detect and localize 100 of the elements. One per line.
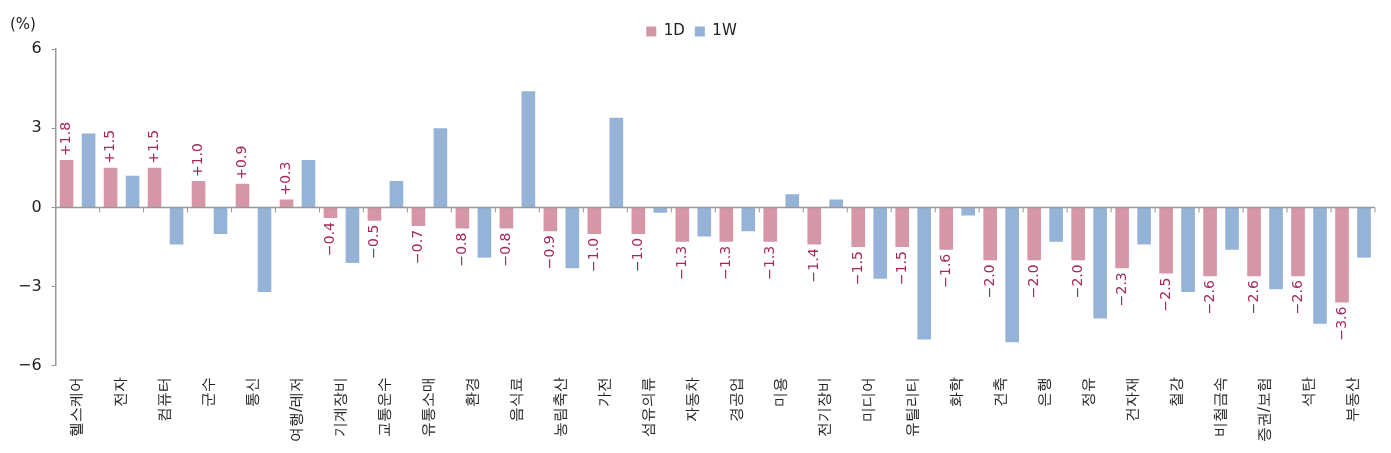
bar (213, 207, 228, 234)
x-tick-label: 교통운수 (375, 376, 394, 437)
bar (961, 207, 975, 216)
data-label: −2.6 (1200, 280, 1217, 315)
x-tick-label: 건자재 (1123, 376, 1141, 422)
data-label: −2.6 (1244, 280, 1261, 315)
bar (873, 207, 888, 279)
x-tick-label: 환경 (463, 376, 482, 407)
x-tick-label: 여행/레저 (287, 376, 306, 443)
legend-label: 1D (663, 21, 685, 40)
bar (477, 207, 492, 258)
x-tick-label: 섬유의류 (639, 376, 658, 437)
data-label: −2.0 (1024, 264, 1041, 299)
bar (367, 207, 382, 221)
data-label: −0.5 (365, 224, 382, 259)
bar (257, 207, 272, 292)
x-tick-label: 농림축산 (551, 376, 570, 437)
bar (1005, 207, 1019, 343)
bar (1093, 207, 1107, 319)
bar (455, 207, 470, 229)
bar (763, 207, 778, 242)
y-tick-label: −6 (17, 355, 42, 375)
bar (1291, 207, 1305, 277)
bar (521, 91, 536, 207)
data-label: −1.3 (672, 245, 689, 280)
x-tick-label: 통신 (243, 376, 262, 407)
bar (169, 207, 184, 245)
y-tick-label: 6 (31, 38, 42, 58)
bar (917, 207, 932, 340)
bar (939, 207, 954, 250)
data-label: +1.5 (101, 129, 118, 164)
x-tick-label: 미디어 (859, 376, 878, 422)
data-label: −2.5 (1156, 277, 1173, 312)
bar (1049, 207, 1063, 242)
bar (719, 207, 734, 242)
data-label: −1.4 (804, 248, 821, 283)
y-tick-label: 3 (31, 117, 42, 137)
bar (653, 207, 668, 213)
bar (1269, 207, 1283, 290)
bar (301, 159, 316, 207)
bar (1357, 207, 1371, 258)
data-label: −1.5 (848, 251, 865, 286)
x-tick-label: 전기장비 (815, 376, 834, 437)
bar (1159, 207, 1173, 274)
bar (829, 199, 844, 207)
data-label: +0.3 (277, 161, 294, 196)
bar (983, 207, 997, 261)
bar (807, 207, 822, 245)
x-tick-label: 군수 (199, 376, 218, 407)
bar (125, 175, 140, 207)
bar (1115, 207, 1129, 269)
x-tick-label: 가전 (595, 376, 614, 407)
bar (1181, 207, 1195, 292)
x-tick-label: 음식료 (507, 376, 526, 422)
bar (1313, 207, 1327, 324)
x-tick-label: 부동산 (1342, 376, 1361, 422)
x-tick-label: 컴퓨터 (155, 376, 174, 422)
bar (851, 207, 866, 248)
x-tick-label: 전자 (111, 376, 130, 407)
data-label: −1.5 (892, 251, 909, 286)
x-tick-label: 미용 (771, 376, 790, 407)
data-label: +0.9 (233, 145, 250, 180)
bar (675, 207, 690, 242)
bar (697, 207, 712, 237)
data-label: −3.6 (1332, 306, 1349, 341)
bar (609, 117, 624, 207)
data-label: −2.3 (1112, 272, 1129, 307)
x-tick-label: 석탄 (1298, 376, 1317, 407)
data-label: −1.0 (628, 237, 645, 272)
bar (433, 128, 448, 207)
x-tick-label: 증권/보험 (1254, 376, 1273, 443)
data-label: −2.0 (980, 264, 997, 299)
data-label: −0.9 (541, 235, 558, 270)
data-label: −2.6 (1288, 280, 1305, 315)
x-tick-label: 자동차 (683, 376, 702, 422)
x-tick-label: 유틸리티 (903, 376, 922, 437)
x-tick-label: 철강 (1166, 376, 1185, 407)
bar (499, 207, 514, 229)
data-label: −1.0 (584, 237, 601, 272)
legend-label: 1W (712, 21, 737, 40)
x-tick-label: 화학 (947, 376, 966, 407)
data-label: −1.6 (936, 253, 953, 288)
bar (235, 183, 250, 207)
x-tick-label: 정유 (1079, 376, 1098, 407)
y-axis-title: (%) (10, 15, 36, 34)
bar (147, 167, 162, 207)
x-tick-label: 은행 (1035, 376, 1054, 407)
bar (81, 133, 96, 207)
bar (785, 194, 800, 207)
x-tick-label: 유통소매 (419, 376, 438, 437)
bar (1247, 207, 1261, 277)
x-tick-label: 헬스케어 (67, 376, 86, 437)
bar (741, 207, 756, 232)
bar (1203, 207, 1217, 277)
bar (565, 207, 580, 269)
data-label: −1.3 (760, 245, 777, 280)
bar (543, 207, 558, 232)
y-tick-label: 0 (31, 196, 42, 216)
x-tick-label: 기계장비 (331, 376, 350, 437)
x-tick-label: 비철금속 (1210, 376, 1229, 437)
